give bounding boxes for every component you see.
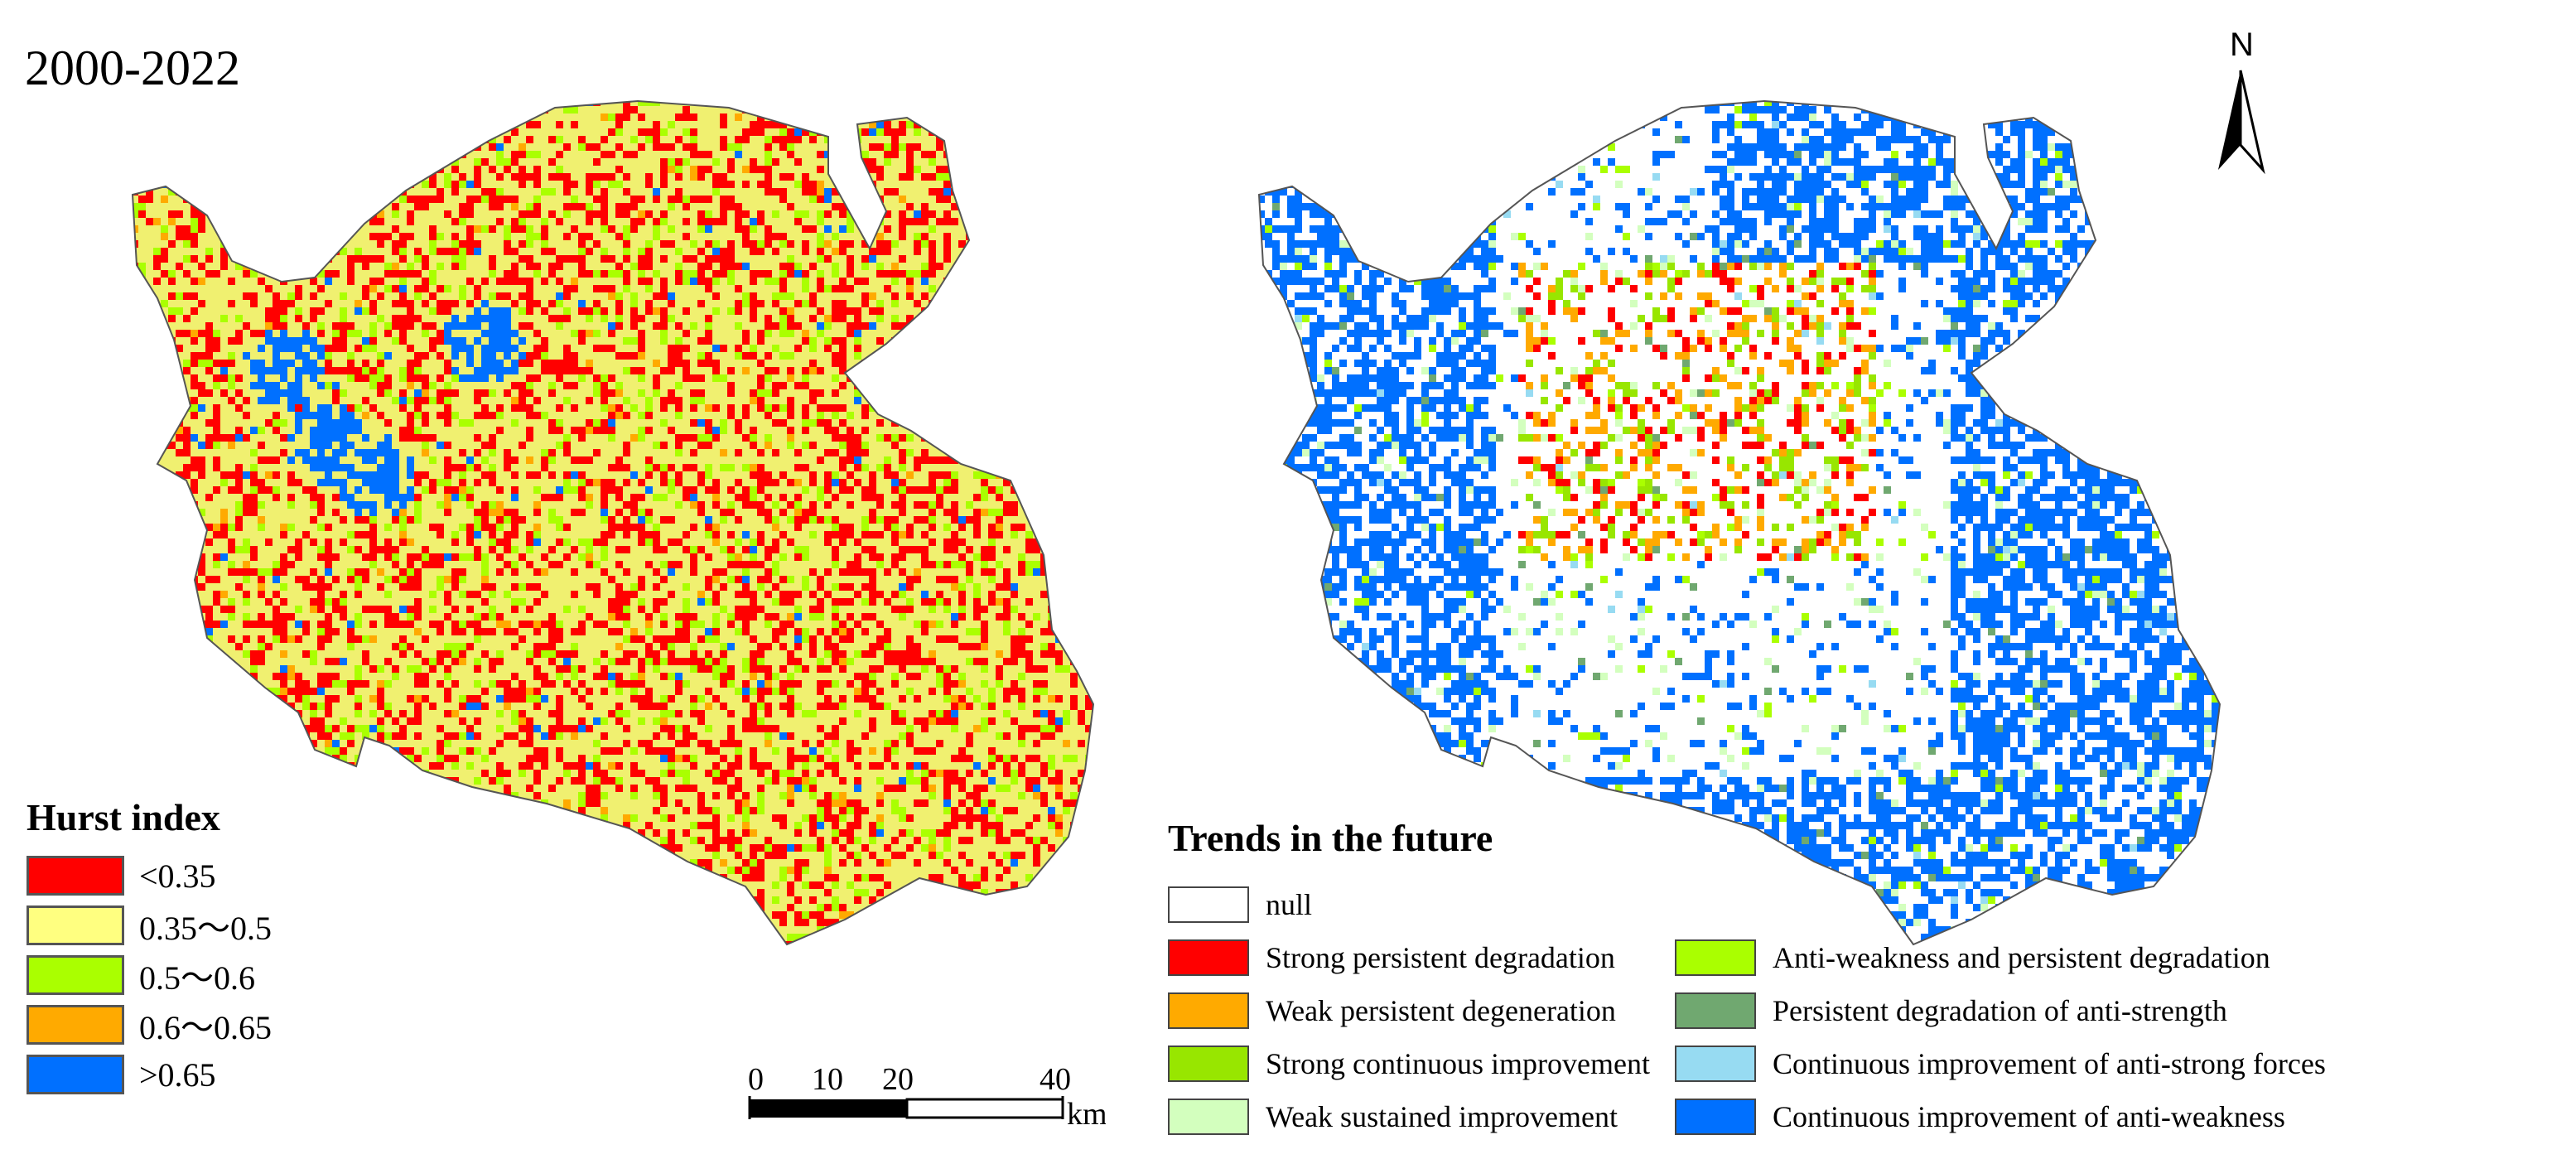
hurst-legend-items: <0.35 0.35～0.5 0.5～0.6 0.6～0.65 >0.65 (27, 851, 272, 1099)
legend-swatch (1168, 1099, 1249, 1135)
legend-swatch (27, 1005, 124, 1045)
legend-label: >0.65 (139, 1055, 216, 1094)
hurst-legend-item: 0.35～0.5 (27, 901, 272, 950)
trend-legend-item: Continuous improvement of anti-strong fo… (1674, 1037, 2326, 1090)
trend-legend-item: Persistent degradation of anti-strength (1674, 984, 2326, 1037)
scale-unit: km (1067, 1097, 1106, 1132)
scale-tick-label: 10 (812, 1062, 843, 1097)
legend-label: Strong persistent degradation (1266, 941, 1615, 974)
scale-bar: 0 10 20 40 km (748, 1062, 1106, 1132)
legend-label: Continuous improvement of anti-strong fo… (1772, 1047, 2326, 1080)
trend-legend-item: Strong continuous improvement (1168, 1037, 1650, 1090)
legend-swatch (1674, 1099, 1756, 1135)
trend-legend-item: Weak persistent degeneration (1168, 984, 1650, 1037)
hurst-legend-item: >0.65 (27, 1050, 272, 1099)
legend-swatch (1168, 939, 1249, 976)
legend-label: 0.35～0.5 (139, 910, 272, 947)
hurst-legend-item: <0.35 (27, 851, 272, 901)
trend-legend-item: Weak sustained improvement (1168, 1090, 1650, 1143)
north-arrow-icon: N (2218, 27, 2265, 175)
trend-legend-column-2: Anti-weakness and persistent degradation… (1674, 931, 2326, 1143)
trend-legend: Trends in the future null Strong persist… (1168, 816, 2326, 1143)
hurst-legend-title: Hurst index (27, 796, 220, 838)
legend-swatch (27, 856, 124, 896)
legend-swatch (1168, 1046, 1249, 1082)
scale-tick-label: 20 (882, 1062, 914, 1097)
legend-label: Weak sustained improvement (1266, 1100, 1618, 1133)
north-label: N (2230, 27, 2254, 63)
legend-label: Strong continuous improvement (1266, 1047, 1650, 1080)
trend-legend-item: Strong persistent degradation (1168, 931, 1650, 984)
trend-legend-item: Continuous improvement of anti-weakness (1674, 1090, 2326, 1143)
legend-swatch (27, 1055, 124, 1094)
scale-tick-label: 40 (1040, 1062, 1071, 1097)
hurst-legend-item: 0.6～0.65 (27, 1000, 272, 1050)
scale-segment-black (750, 1099, 907, 1118)
hurst-index-map (132, 100, 1094, 945)
legend-swatch (1674, 939, 1756, 976)
map-title: 2000-2022 (25, 41, 240, 95)
hurst-legend-item: 0.5～0.6 (27, 950, 272, 1000)
legend-label: Continuous improvement of anti-weakness (1772, 1100, 2285, 1133)
legend-swatch (1674, 992, 1756, 1029)
legend-label: Anti-weakness and persistent degradation (1772, 941, 2270, 974)
scale-tick-label: 0 (748, 1062, 764, 1097)
legend-label: 0.5～0.6 (139, 959, 255, 997)
trend-legend-item: null (1168, 878, 1650, 931)
legend-label: Persistent degradation of anti-strength (1772, 994, 2227, 1027)
legend-swatch (27, 905, 124, 945)
legend-label: null (1266, 888, 1313, 921)
legend-label: 0.6～0.65 (139, 1009, 272, 1046)
legend-swatch (27, 955, 124, 995)
future-trends-map (1258, 100, 2221, 945)
legend-label: <0.35 (139, 857, 216, 895)
legend-swatch (1168, 886, 1249, 923)
trend-legend-item: Anti-weakness and persistent degradation (1674, 931, 2326, 984)
hurst-legend: Hurst index <0.35 0.35～0.5 0.5～0.6 0.6～0… (27, 795, 272, 1099)
trend-legend-column-1: null Strong persistent degradation Weak … (1168, 878, 1650, 1143)
trend-legend-title: Trends in the future (1168, 817, 1493, 859)
legend-swatch (1674, 1046, 1756, 1082)
scale-segment-white (905, 1098, 1064, 1119)
legend-swatch (1168, 992, 1249, 1029)
legend-label: Weak persistent degeneration (1266, 994, 1616, 1027)
